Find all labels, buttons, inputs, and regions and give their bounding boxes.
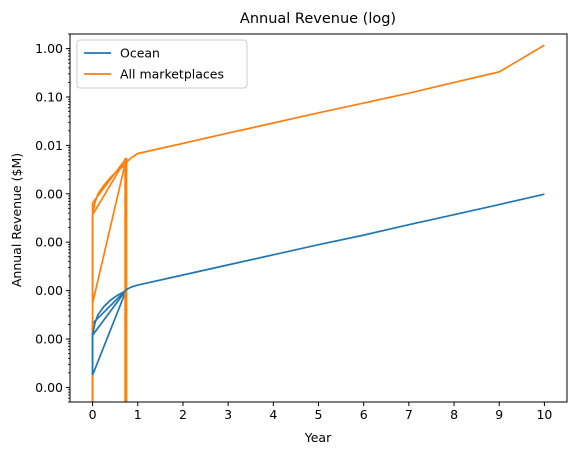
- legend-label: All marketplaces: [120, 67, 224, 82]
- y-tick-label: 0.00: [35, 380, 63, 395]
- legend-label: Ocean: [120, 46, 160, 61]
- series-group: [91, 44, 545, 402]
- x-tick-label: 4: [269, 407, 277, 422]
- series-line-2: [91, 44, 545, 304]
- y-tick-label: 0.01: [35, 138, 63, 153]
- x-tick-label: 7: [405, 407, 413, 422]
- x-tick-label: 2: [179, 407, 187, 422]
- series-segment: [91, 288, 128, 325]
- y-tick-label: 0.00: [35, 186, 63, 201]
- x-tick-label: 8: [450, 407, 458, 422]
- y-tick-label: 0.00: [35, 332, 63, 347]
- legend-box: [76, 39, 248, 89]
- y-axis-label: Annual Revenue ($M): [9, 153, 24, 287]
- series-segment: [91, 157, 128, 304]
- series-segment: [91, 289, 128, 376]
- x-tick-label: 10: [536, 407, 552, 422]
- x-tick-label: 3: [224, 407, 232, 422]
- y-tick-label: 1.00: [35, 41, 63, 56]
- plot-frame: [69, 33, 568, 403]
- x-axis-label: Year: [304, 430, 332, 445]
- plot-area: 0 1 2 3 4 5 6 7 8 9 10 0.00 0.00 0.00 0.00 0.00 0.01 0.10…: [35, 33, 568, 422]
- legend: Ocean All marketplaces: [76, 39, 248, 89]
- series-line-1: [91, 193, 545, 376]
- y-tick-label: 0.10: [35, 89, 63, 104]
- x-tick-label: 0: [89, 407, 97, 422]
- y-tick-label: 0.00: [35, 283, 63, 298]
- y-tick-label: 0.00: [35, 235, 63, 250]
- chart-title: Annual Revenue (log): [240, 11, 396, 27]
- x-tick-label: 5: [315, 407, 323, 422]
- x-tick-label: 1: [134, 407, 142, 422]
- series-segment: [91, 157, 128, 216]
- x-tick-label: 9: [495, 407, 503, 422]
- x-tick-label: 6: [360, 407, 368, 422]
- series-segment: [91, 289, 128, 336]
